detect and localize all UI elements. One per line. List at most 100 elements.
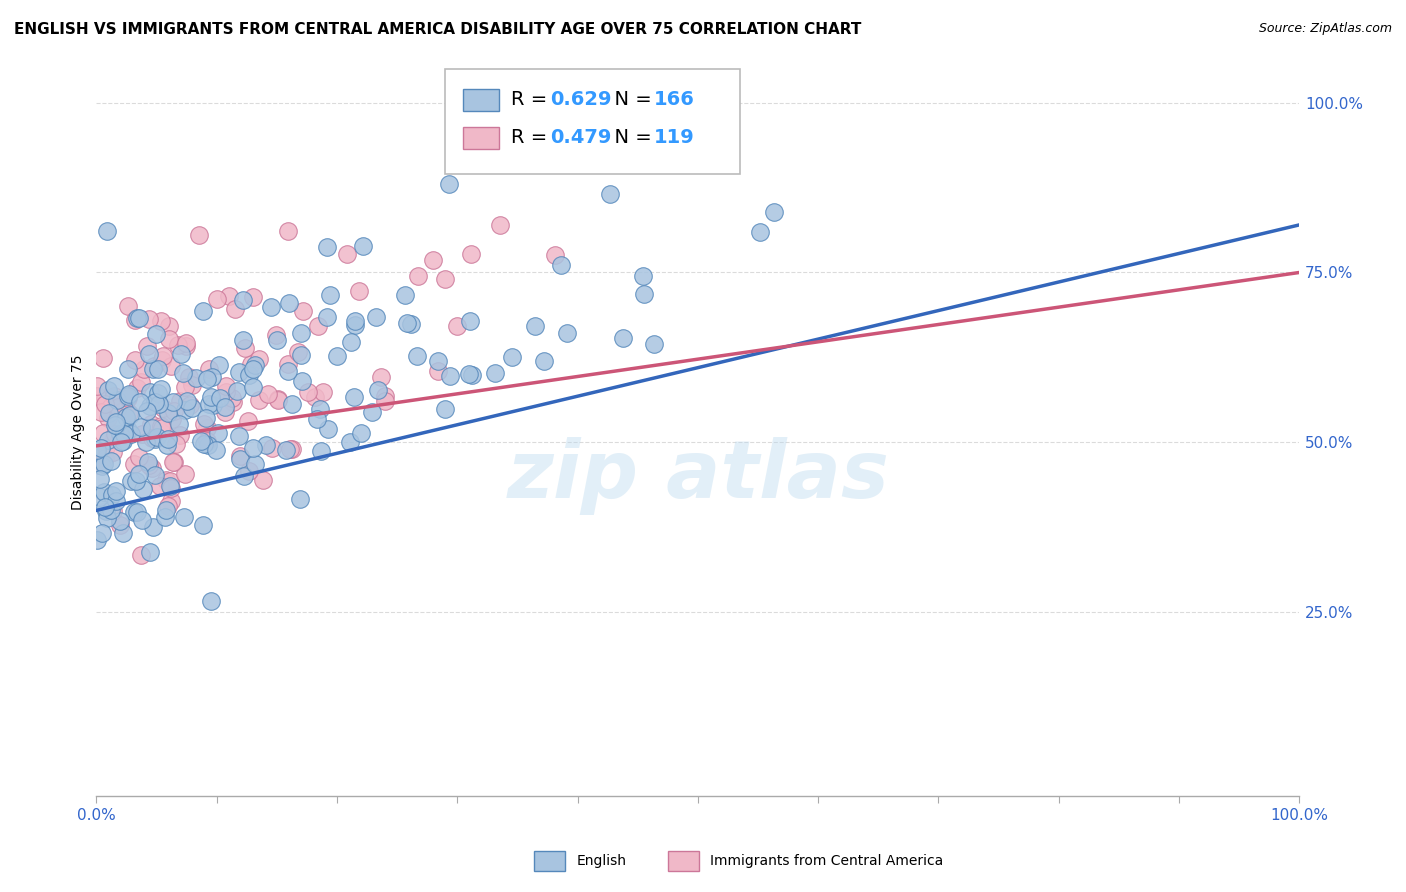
Point (128, 467, 150, 481)
Point (167, 417, 190, 432)
Point (104, 493, 127, 508)
Point (394, 287, 416, 301)
Point (143, 359, 166, 373)
FancyBboxPatch shape (446, 69, 740, 174)
Point (221, 391, 243, 405)
Point (399, 318, 422, 332)
Point (633, 287, 655, 301)
Point (225, 384, 247, 399)
Point (139, 399, 162, 413)
Point (91, 526, 114, 541)
Point (187, 228, 209, 243)
Point (304, 390, 326, 404)
Point (228, 365, 250, 379)
Point (297, 384, 319, 399)
Point (108, 426, 131, 441)
Point (326, 349, 349, 363)
Point (138, 312, 160, 326)
Point (228, 429, 250, 443)
Point (91, 351, 114, 366)
Point (141, 417, 163, 431)
Point (162, 455, 184, 469)
Point (101, 488, 124, 502)
Point (287, 345, 309, 359)
Point (176, 393, 198, 408)
Point (242, 290, 264, 304)
Point (159, 359, 181, 373)
Point (193, 417, 215, 432)
Point (214, 405, 236, 419)
Point (426, 353, 449, 368)
Point (112, 396, 135, 410)
Point (157, 318, 180, 333)
Point (232, 293, 254, 307)
Point (288, 491, 311, 506)
Point (138, 458, 160, 472)
Point (374, 394, 396, 409)
Point (124, 313, 146, 327)
Point (179, 398, 201, 412)
Point (347, 284, 370, 298)
Text: zip atlas: zip atlas (506, 437, 889, 515)
Point (163, 455, 186, 469)
Point (233, 341, 256, 355)
Point (190, 434, 212, 449)
Point (163, 404, 186, 418)
Point (104, 427, 127, 442)
Point (114, 410, 136, 425)
Point (364, 310, 387, 324)
Point (198, 362, 221, 376)
Point (89, 458, 111, 473)
Point (195, 421, 218, 435)
Point (501, 350, 523, 364)
Point (264, 327, 287, 342)
Point (141, 460, 163, 475)
Point (124, 353, 146, 368)
Point (631, 268, 654, 283)
Point (117, 361, 139, 376)
Point (242, 362, 264, 376)
Point (103, 417, 125, 432)
Text: 166: 166 (654, 90, 695, 110)
Point (124, 474, 146, 488)
Point (232, 333, 254, 347)
Point (93, 484, 115, 499)
Point (156, 438, 179, 452)
Point (457, 368, 479, 382)
Text: 0.629: 0.629 (550, 90, 612, 110)
Point (149, 314, 172, 328)
Point (148, 397, 170, 411)
Point (103, 378, 125, 392)
Point (266, 333, 288, 347)
Point (309, 444, 332, 458)
Point (108, 514, 131, 528)
Point (343, 318, 366, 332)
Point (524, 319, 547, 334)
Point (93, 500, 115, 514)
Point (117, 386, 139, 401)
Point (233, 469, 256, 483)
Point (315, 240, 337, 254)
Point (292, 304, 315, 318)
Point (129, 375, 152, 389)
Point (243, 457, 266, 471)
Point (125, 505, 148, 519)
Point (247, 352, 270, 367)
Point (136, 403, 159, 417)
Point (277, 224, 299, 238)
Point (155, 510, 177, 524)
Point (458, 314, 481, 328)
Point (136, 338, 159, 352)
Point (93, 457, 115, 471)
Point (157, 332, 180, 346)
Point (141, 431, 163, 445)
Point (131, 427, 153, 442)
Point (149, 382, 172, 396)
Point (361, 405, 384, 419)
Point (97, 406, 120, 420)
Point (238, 414, 260, 428)
Point (96, 511, 118, 525)
Point (136, 455, 159, 469)
Point (159, 475, 181, 489)
Point (125, 311, 148, 326)
